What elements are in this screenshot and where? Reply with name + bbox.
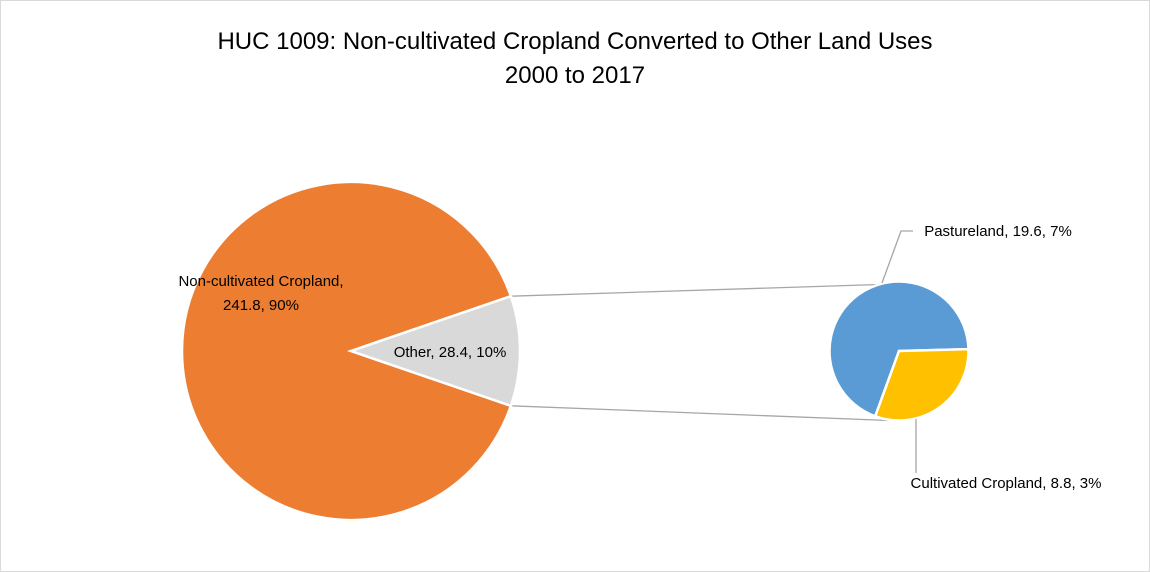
label-pastureland: Pastureland, 19.6, 7%: [924, 223, 1072, 240]
connector-line-bottom: [510, 405, 890, 422]
label-cultivated-cropland: Cultivated Cropland, 8.8, 3%: [911, 475, 1102, 492]
slice-cultivated-cropland: [873, 347, 970, 422]
chart-subtitle: 2000 to 2017: [505, 62, 645, 89]
leader-line-pastureland: [881, 230, 913, 284]
slice-non-cultivated-cropland: [180, 180, 513, 522]
slice-other: [347, 294, 522, 408]
secondary-pie: [828, 280, 970, 422]
chart-title: HUC 1009: Non-cultivated Cropland Conver…: [217, 28, 932, 55]
connector-lines: [510, 283, 890, 422]
main-pie: [180, 180, 522, 522]
label-non-cultivated-cropland-line2: 241.8, 90%: [223, 297, 299, 314]
connector-line-top: [510, 283, 880, 297]
label-non-cultivated-cropland-line1: Non-cultivated Cropland,: [178, 273, 343, 290]
label-other: Other, 28.4, 10%: [394, 344, 507, 361]
slice-pastureland: [828, 280, 970, 418]
leader-lines: [881, 230, 917, 473]
